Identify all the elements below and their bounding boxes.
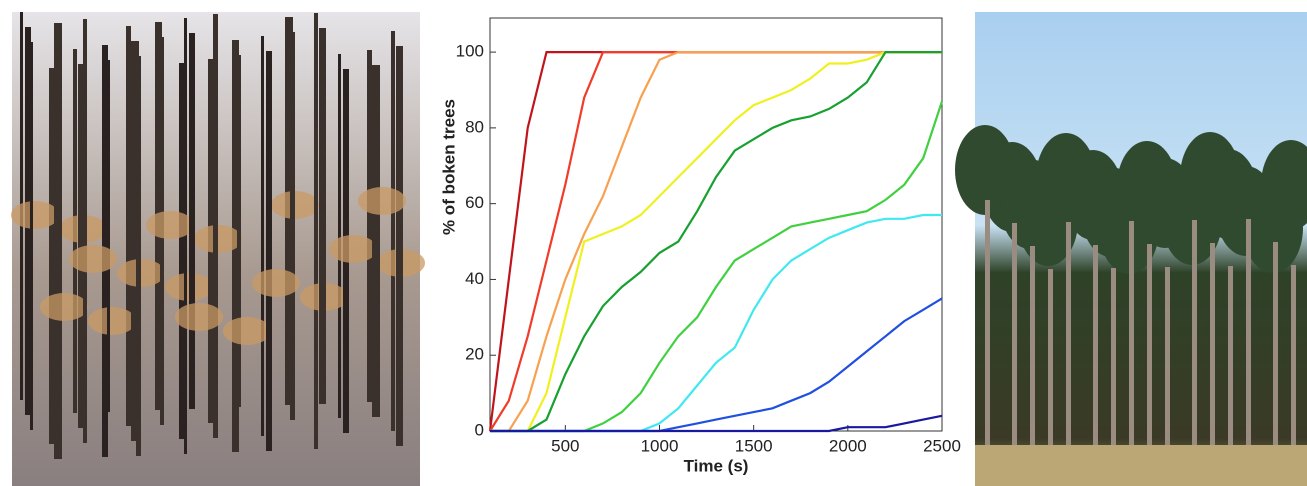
trunk	[189, 33, 195, 409]
forest-photo	[11, 12, 425, 486]
leaves	[329, 235, 377, 263]
trunk	[179, 63, 185, 439]
y-tick-label: 40	[465, 269, 484, 288]
leaves	[252, 269, 300, 297]
chart: % of boken trees Time (s) 0 20 40 60 80 100 50…	[439, 17, 961, 475]
x-tick-label: 2000	[829, 436, 867, 455]
trunk	[1093, 245, 1098, 460]
leaves	[175, 303, 223, 331]
series-line	[490, 414, 943, 433]
trunk	[1030, 246, 1035, 460]
y-tick-label: 20	[465, 345, 484, 364]
trunk	[54, 23, 62, 459]
trunk	[266, 51, 272, 451]
y-tick-label: 80	[465, 117, 484, 136]
trunk	[83, 19, 87, 443]
x-tick-label: 500	[551, 436, 579, 455]
trunk	[1165, 267, 1170, 460]
trunk	[1048, 269, 1053, 460]
y-tick-label: 0	[475, 420, 484, 439]
leaves	[146, 211, 194, 239]
trunk	[338, 54, 341, 418]
leaves	[40, 293, 88, 321]
trunk	[314, 13, 318, 449]
x-axis-label: Time (s)	[684, 456, 749, 475]
y-tick-label: 100	[456, 42, 484, 61]
leaves	[223, 317, 271, 345]
trunk	[1066, 222, 1071, 460]
series-line	[490, 51, 942, 433]
x-tick-label: 1500	[735, 436, 773, 455]
trunk	[184, 18, 187, 454]
crown	[1261, 140, 1307, 230]
trunk	[1147, 244, 1152, 460]
leaves	[88, 307, 136, 335]
plot-frame	[489, 17, 943, 432]
y-axis-label: % of boken trees	[439, 99, 458, 235]
trunk	[136, 56, 141, 456]
leaves	[11, 201, 59, 229]
trunk	[1111, 268, 1116, 460]
trunk	[372, 65, 380, 417]
x-tick-label: 1000	[641, 436, 679, 455]
trunk	[30, 42, 33, 430]
trunk	[1228, 266, 1233, 460]
trunk	[213, 14, 218, 438]
trunk	[1012, 223, 1017, 460]
leaves	[358, 187, 406, 215]
y-tick-label: 60	[465, 193, 484, 212]
trunk	[1210, 243, 1215, 460]
trunk	[261, 36, 264, 436]
trunk	[49, 68, 54, 444]
pine-photo	[955, 12, 1307, 486]
trunk	[391, 31, 395, 431]
trunk	[290, 32, 295, 420]
trunk	[126, 26, 131, 426]
trunk	[107, 60, 110, 412]
trunk	[131, 41, 139, 441]
trunk	[1192, 220, 1197, 460]
trunk	[237, 55, 241, 407]
series-line	[490, 51, 942, 433]
trunk	[985, 200, 990, 460]
trunk	[1246, 219, 1251, 460]
trunk	[367, 50, 372, 402]
trunk	[319, 28, 326, 404]
series-line	[490, 51, 942, 433]
trunk	[1291, 265, 1296, 460]
trunk	[1273, 242, 1278, 460]
trunk	[396, 46, 403, 446]
x-tick-label: 2500	[923, 436, 961, 455]
grass	[975, 445, 1307, 486]
trunk	[1129, 221, 1134, 460]
trunk	[78, 64, 85, 428]
leaves	[69, 245, 117, 273]
